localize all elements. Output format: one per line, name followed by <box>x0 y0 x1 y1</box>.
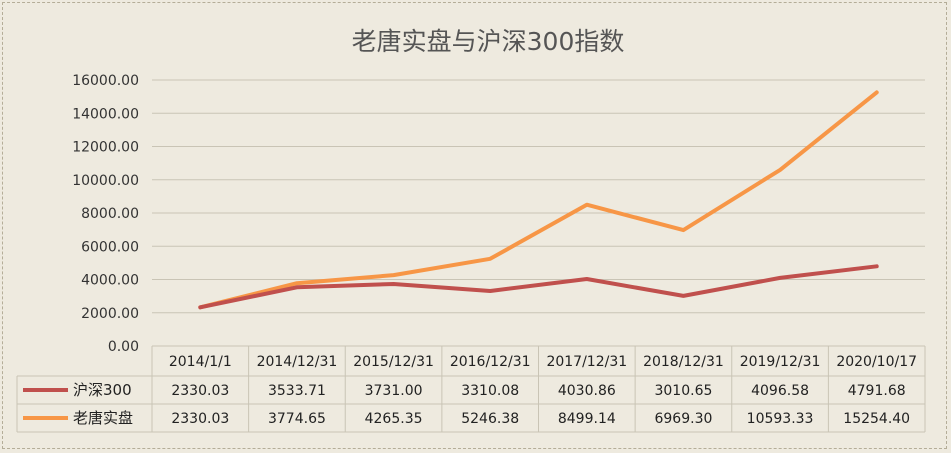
y-tick-label: 6000.00 <box>81 239 139 255</box>
y-tick-label: 2000.00 <box>81 306 139 322</box>
data-label: 6969.30 <box>654 411 712 427</box>
data-label: 2330.03 <box>171 383 229 399</box>
data-label: 15254.40 <box>843 411 910 427</box>
category-label: 2015/12/31 <box>353 354 434 370</box>
y-tick-label: 4000.00 <box>81 273 139 289</box>
data-label: 3310.08 <box>461 383 519 399</box>
data-label: 4030.86 <box>558 383 616 399</box>
data-label: 4265.35 <box>365 411 423 427</box>
data-label: 10593.33 <box>747 411 814 427</box>
category-label: 2019/12/31 <box>740 354 821 370</box>
y-tick-label: 8000.00 <box>81 206 139 222</box>
data-label: 3774.65 <box>268 411 326 427</box>
series-line <box>198 90 879 310</box>
data-label: 8499.14 <box>558 411 616 427</box>
chart-title: 老唐实盘与沪深300指数 <box>352 27 625 56</box>
y-tick-label: 0.00 <box>108 339 139 355</box>
category-label: 2014/12/31 <box>257 354 338 370</box>
y-tick-label: 10000.00 <box>72 173 139 189</box>
data-label: 3731.00 <box>365 383 423 399</box>
data-label: 4791.68 <box>848 383 906 399</box>
y-tick-label: 16000.00 <box>72 73 139 89</box>
data-label: 2330.03 <box>171 411 229 427</box>
legend-label: 老唐实盘 <box>73 409 133 427</box>
data-table: 2014/1/1 2014/12/31 2015/12/31 2016/12/31 20… <box>16 345 926 433</box>
y-tick-label: 14000.00 <box>72 106 139 122</box>
y-tick-label: 12000.00 <box>72 140 139 156</box>
category-label: 2017/12/31 <box>546 354 627 370</box>
category-label: 2020/10/17 <box>836 354 917 370</box>
legend-label: 沪深300 <box>73 381 132 399</box>
gridlines <box>152 79 925 347</box>
data-label: 5246.38 <box>461 411 519 427</box>
data-label: 3010.65 <box>654 383 712 399</box>
data-label: 3533.71 <box>268 383 326 399</box>
data-label: 4096.58 <box>751 383 809 399</box>
category-label: 2014/1/1 <box>169 354 232 370</box>
category-label: 2016/12/31 <box>450 354 531 370</box>
series-lines <box>198 90 879 310</box>
category-label: 2018/12/31 <box>643 354 724 370</box>
series-line <box>198 264 879 310</box>
y-axis: 0.00 2000.00 4000.00 6000.00 8000.00 10000.00… <box>72 73 139 355</box>
